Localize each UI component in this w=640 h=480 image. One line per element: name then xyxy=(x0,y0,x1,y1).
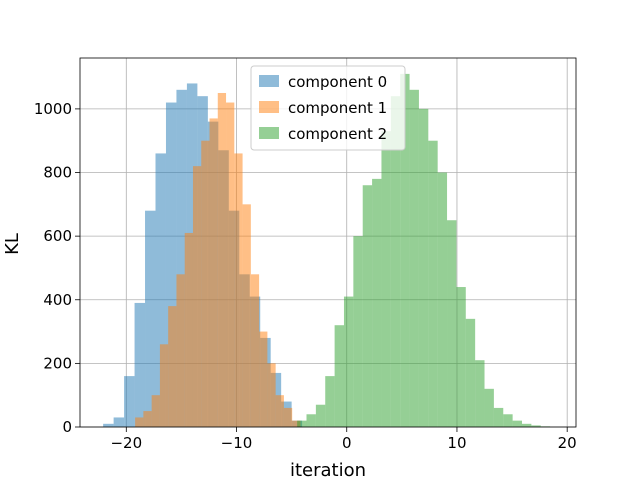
bar-s1-13 xyxy=(242,204,251,427)
bar-s0-5 xyxy=(155,153,166,427)
x-tick-label-3: 10 xyxy=(447,434,466,452)
bar-s1-9 xyxy=(209,118,218,428)
series-2 xyxy=(297,73,551,428)
bar-s2-15 xyxy=(437,172,448,427)
legend: component 0 component 1 component 2 xyxy=(250,65,406,151)
bar-s1-5 xyxy=(176,274,185,427)
legend-label-0: component 0 xyxy=(288,73,387,91)
x-tick-label-4: 20 xyxy=(558,434,577,452)
bar-s2-13 xyxy=(418,108,429,428)
bar-s2-5 xyxy=(343,296,354,427)
x-tick-label-0: −20 xyxy=(110,434,142,452)
bar-s1-1 xyxy=(143,411,152,427)
axes xyxy=(79,57,577,428)
bar-s1-12 xyxy=(234,153,243,427)
x-axis-label: iteration xyxy=(290,460,366,480)
bar-s0-0 xyxy=(103,423,114,427)
bar-s2-18 xyxy=(465,318,476,427)
bar-s0-1 xyxy=(113,417,125,427)
legend-swatch-0 xyxy=(259,75,279,87)
bar-s2-4 xyxy=(334,325,344,427)
legend-swatch-2 xyxy=(259,127,279,139)
bar-s1-10 xyxy=(217,92,227,427)
bar-s2-23 xyxy=(512,420,522,427)
y-tick-label-4: 800 xyxy=(43,164,72,182)
bar-s1-7 xyxy=(192,166,202,428)
bar-s1-11 xyxy=(226,102,235,427)
bar-s1-15 xyxy=(259,331,268,427)
bar-s2-14 xyxy=(428,140,438,427)
bar-s2-17 xyxy=(456,287,466,427)
legend-swatch-1 xyxy=(259,101,279,113)
histogram-bars xyxy=(103,73,551,428)
x-tick-label-1: −10 xyxy=(221,434,253,452)
bar-s1-19 xyxy=(292,420,301,427)
bar-s2-11 xyxy=(400,73,410,427)
bar-s2-21 xyxy=(493,407,504,427)
bar-s1-3 xyxy=(159,344,169,427)
legend-label-1: component 1 xyxy=(288,99,387,117)
y-tick-label-3: 600 xyxy=(43,227,72,245)
bar-s2-20 xyxy=(484,388,494,427)
y-axis-label: KL xyxy=(2,233,23,255)
bar-s2-0 xyxy=(297,420,307,427)
bar-s1-17 xyxy=(275,395,284,427)
legend-box xyxy=(250,65,406,151)
y-tick-label-5: 1000 xyxy=(34,100,72,118)
bar-s1-18 xyxy=(283,407,293,427)
bar-s2-10 xyxy=(390,96,401,427)
y-tick-label-1: 200 xyxy=(43,354,72,372)
bar-s2-19 xyxy=(475,360,485,427)
bar-s1-16 xyxy=(267,363,276,427)
bar-s1-8 xyxy=(201,140,210,427)
y-tick-label-0: 0 xyxy=(62,418,72,436)
legend-label-2: component 2 xyxy=(288,125,387,143)
bar-s2-22 xyxy=(503,414,513,427)
plot-frame xyxy=(79,57,577,428)
bar-s0-7 xyxy=(176,89,187,427)
bar-s2-24 xyxy=(521,423,532,427)
bar-s1-0 xyxy=(135,417,144,427)
bar-s0-2 xyxy=(124,376,135,427)
y-tick-label-2: 400 xyxy=(43,291,72,309)
bar-s2-6 xyxy=(353,236,363,427)
bar-s2-7 xyxy=(362,185,373,427)
bar-s2-9 xyxy=(381,131,391,427)
bar-s2-1 xyxy=(306,414,316,427)
bar-s0-3 xyxy=(134,302,146,427)
bar-s1-2 xyxy=(151,395,160,427)
bar-s0-4 xyxy=(145,210,156,427)
x-tick-label-2: 0 xyxy=(342,434,352,452)
series-1 xyxy=(135,92,301,428)
bar-s1-14 xyxy=(250,274,260,427)
bar-s1-4 xyxy=(168,306,177,427)
bar-s2-2 xyxy=(315,404,326,427)
bar-s1-6 xyxy=(184,232,193,427)
bar-s2-16 xyxy=(447,220,457,427)
bar-s2-12 xyxy=(409,89,419,427)
bar-s2-3 xyxy=(325,376,335,427)
bar-s2-25 xyxy=(531,425,541,427)
bar-s2-8 xyxy=(372,178,382,427)
bar-s0-6 xyxy=(165,102,177,427)
